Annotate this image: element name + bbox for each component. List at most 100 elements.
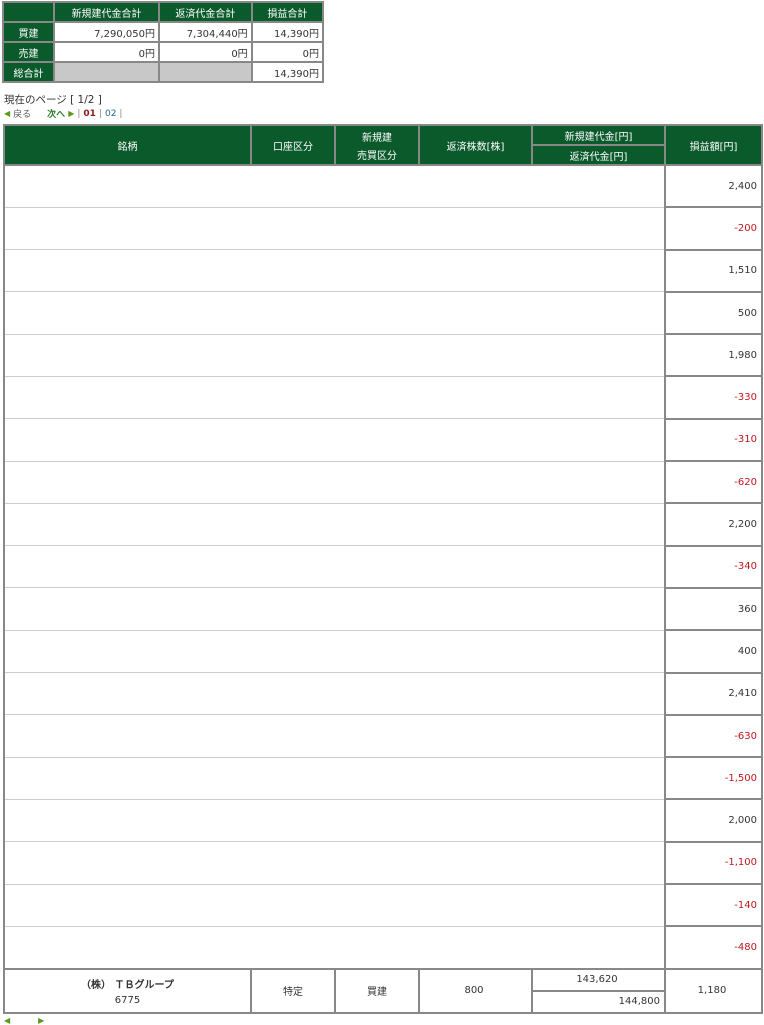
redacted-cells	[3, 630, 665, 674]
summary-pl: 14,390円	[250, 61, 325, 83]
summary-row-label: 総合計	[1, 61, 56, 83]
header-repay-amount: 返済代金[円]	[531, 144, 666, 166]
redacted-cells	[3, 376, 665, 420]
header-side-top: 新規建	[362, 132, 392, 144]
table-row: 400	[3, 629, 763, 674]
summary-header-pl: 損益合計	[250, 1, 325, 23]
repay-amount: 144,800	[531, 989, 666, 1014]
profit-loss: -630	[664, 713, 763, 759]
profit-loss: -140	[664, 883, 763, 928]
table-row: -140	[3, 883, 763, 928]
profit-loss: 2,410	[664, 671, 763, 716]
account-type: 特定	[250, 967, 336, 1014]
redacted-cells	[3, 884, 665, 927]
redacted-cells	[3, 799, 665, 843]
stock-name[interactable]: （株） ＴＢグループ	[81, 979, 174, 991]
table-row: -480	[3, 925, 763, 970]
header-new-amount: 新規建代金[円]	[531, 124, 666, 146]
summary-repay: 7,304,440円	[158, 21, 253, 43]
table-row: （株） ＴＢグループ 6775 特定 買建 800 143,620 1,180	[3, 967, 763, 1014]
profit-loss: 1,980	[664, 333, 763, 378]
profit-loss: 360	[664, 586, 763, 632]
summary-row-label: 売建	[1, 41, 56, 63]
pagination: ◀ 戻る 次へ ▶ | 01 | 02 |	[4, 108, 123, 121]
profit-loss: 400	[664, 629, 763, 674]
redacted-cells	[3, 291, 665, 335]
table-row: 2,000	[3, 798, 763, 843]
table-row: -340	[3, 544, 763, 589]
summary-header-new: 新規建代金合計	[53, 1, 161, 23]
redacted-cells	[3, 757, 665, 800]
new-amount: 143,620	[531, 967, 666, 992]
summary-row-label: 買建	[1, 21, 56, 43]
summary-new: 7,290,050円	[53, 21, 161, 43]
redacted-cells	[3, 926, 665, 970]
summary-pl: 14,390円	[250, 21, 325, 43]
redacted-cells	[3, 545, 665, 589]
summary-pl: 0円	[250, 41, 325, 63]
triangle-right-icon: ▶	[68, 109, 75, 118]
redacted-cells	[3, 461, 665, 504]
next-link[interactable]: 次へ	[47, 110, 66, 120]
redacted-cells	[3, 418, 665, 462]
header-qty: 返済株数[株]	[418, 124, 533, 166]
profit-loss: 2,200	[664, 502, 763, 547]
profit-loss: 500	[664, 290, 763, 336]
table-row: 2,400	[3, 163, 763, 209]
profit-loss: -1,100	[664, 840, 763, 886]
table-row: -1,500	[3, 756, 763, 801]
table-row: 500	[3, 290, 763, 336]
profit-loss: -480	[664, 925, 763, 970]
back-link[interactable]: 戻る	[13, 110, 32, 120]
header-side: 新規建 売買区分	[334, 124, 420, 166]
page-link-02[interactable]: 02	[104, 108, 117, 119]
redacted-cells	[3, 334, 665, 377]
stock-code: 6775	[114, 994, 141, 1006]
table-row: -1,100	[3, 840, 763, 886]
profit-loss: -620	[664, 460, 763, 505]
current-page-text: 現在のページ [ 1/2 ]	[4, 94, 102, 106]
profit-loss: 2,000	[664, 798, 763, 843]
header-name: 銘柄	[3, 124, 252, 166]
redacted-cells	[3, 165, 665, 208]
summary-repay: 0円	[158, 41, 253, 63]
header-pl: 損益額[円]	[664, 124, 763, 166]
redacted-cells	[3, 841, 665, 885]
table-row: -310	[3, 417, 763, 463]
trades-table: 銘柄 口座区分 新規建 売買区分 返済株数[株] 新規建代金[円] 損益額[円] …	[3, 124, 763, 1014]
stock-name-cell[interactable]: （株） ＴＢグループ 6775	[3, 967, 252, 1014]
table-row: 1,980	[3, 333, 763, 378]
table-row: 1,510	[3, 248, 763, 293]
triangle-left-icon: ◀	[4, 1016, 11, 1025]
table-row: 2,200	[3, 502, 763, 547]
profit-loss: -310	[664, 417, 763, 463]
table-row: -630	[3, 713, 763, 759]
profit-loss: -200	[664, 206, 763, 251]
triangle-left-icon: ◀	[4, 109, 11, 118]
redacted-cells	[3, 207, 665, 251]
redacted-cells	[3, 249, 665, 293]
redacted-cells	[3, 503, 665, 547]
trade-side: 買建	[334, 967, 420, 1014]
redacted-cells	[3, 587, 665, 631]
summary-header-repay: 返済代金合計	[158, 1, 253, 23]
summary-table: 新規建代金合計 返済代金合計 損益合計 買建 7,290,050円 7,304,…	[1, 1, 325, 83]
table-row: 360	[3, 586, 763, 632]
repay-qty: 800	[418, 967, 533, 1014]
table-row: 2,410	[3, 671, 763, 716]
profit-loss: 2,400	[664, 163, 763, 209]
profit-loss: -330	[664, 375, 763, 420]
page-link-01[interactable]: 01	[83, 108, 96, 119]
summary-repay	[158, 61, 253, 83]
summary-new: 0円	[53, 41, 161, 63]
summary-header-blank	[1, 1, 56, 23]
redacted-cells	[3, 714, 665, 758]
bottom-pagination: ◀ ▶	[4, 1016, 44, 1025]
table-row: -200	[3, 206, 763, 251]
profit-loss: 1,510	[664, 248, 763, 293]
header-side-bottom: 売買区分	[357, 150, 397, 162]
header-account: 口座区分	[250, 124, 336, 166]
profit-loss: 1,180	[664, 967, 763, 1014]
triangle-right-icon: ▶	[38, 1016, 45, 1025]
summary-new	[53, 61, 161, 83]
